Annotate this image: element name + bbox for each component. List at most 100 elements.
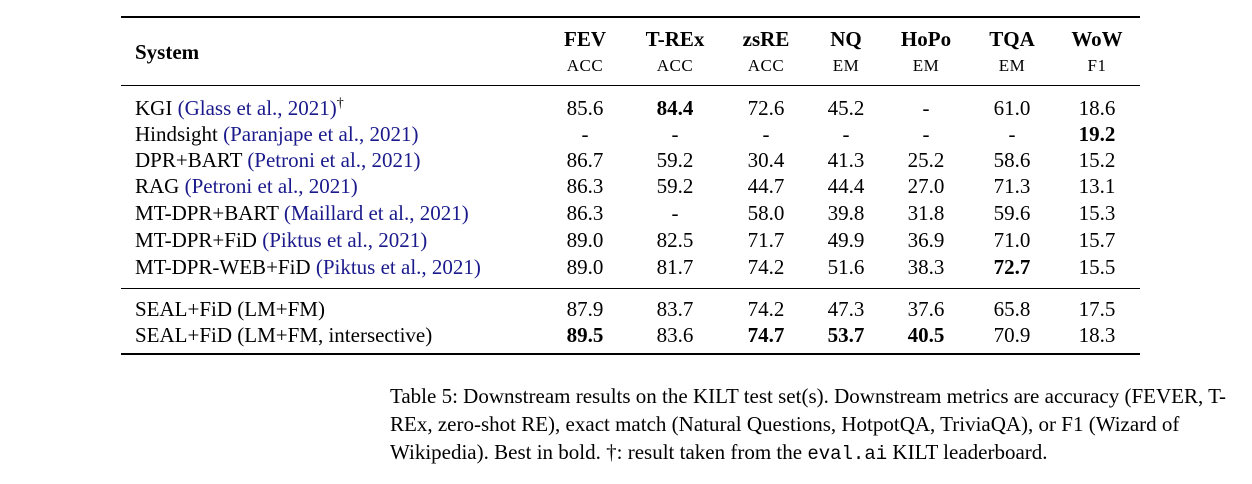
table-cell: 19.2: [1078, 122, 1116, 146]
table-cell: 83.7: [656, 297, 694, 321]
system-label: KGI: [135, 96, 173, 120]
citation-link[interactable]: (Maillard et al., 2021): [283, 201, 469, 225]
table-cell: 81.7: [656, 255, 694, 279]
table-cell: 87.9: [566, 297, 604, 321]
table-cell: 65.8: [993, 297, 1031, 321]
table-cell: 86.3: [566, 174, 604, 198]
table-cell: -: [1008, 122, 1016, 146]
table-cell: 89.5: [566, 323, 604, 347]
citation-link[interactable]: (Piktus et al., 2021): [262, 228, 428, 252]
table-cell: 86.3: [566, 201, 604, 225]
table-cell: 45.2: [827, 96, 865, 120]
column-metric: EM: [832, 56, 860, 75]
table-cell: 41.3: [827, 148, 865, 172]
table-cell: 85.6: [566, 96, 604, 120]
table-cell: 53.7: [827, 323, 865, 347]
system-name: SEAL+FiD (LM+FM, intersective): [135, 323, 432, 347]
table-cell: 74.7: [747, 323, 785, 347]
system-label: MT-DPR+BART: [135, 201, 279, 225]
system-name: RAG (Petroni et al., 2021): [135, 174, 358, 198]
table-cell: -: [671, 122, 679, 146]
system-name: Hindsight (Paranjape et al., 2021): [135, 122, 418, 146]
table-cell: 38.3: [907, 255, 945, 279]
table-cell: 82.5: [656, 228, 694, 252]
table-cell: 39.8: [827, 201, 865, 225]
table-cell: -: [671, 201, 679, 225]
table-cell: 40.5: [907, 323, 945, 347]
table-cell: 25.2: [907, 148, 945, 172]
citation-link[interactable]: (Glass et al., 2021): [177, 96, 337, 120]
system-name: DPR+BART (Petroni et al., 2021): [135, 148, 421, 172]
column-metric: ACC: [656, 56, 694, 75]
citation-link[interactable]: (Petroni et al., 2021): [184, 174, 358, 198]
column-header: WoW: [1071, 27, 1123, 51]
column-metric: EM: [912, 56, 940, 75]
table-cell: 59.2: [656, 148, 694, 172]
system-label: DPR+BART: [135, 148, 243, 172]
table-cell: 51.6: [827, 255, 865, 279]
table-cell: 44.7: [747, 174, 785, 198]
column-metric: F1: [1087, 56, 1107, 75]
table-cell: 74.2: [747, 297, 785, 321]
table-cell: 18.6: [1078, 96, 1116, 120]
table-cell: 59.6: [993, 201, 1031, 225]
table-cell: 15.2: [1078, 148, 1116, 172]
column-header: zsRE: [742, 27, 790, 51]
table-cell: 17.5: [1078, 297, 1116, 321]
caption-text-end: KILT leaderboard.: [887, 440, 1048, 464]
citation-link[interactable]: (Piktus et al., 2021): [315, 255, 481, 279]
column-header: T-REx: [645, 27, 705, 51]
table-cell: 31.8: [907, 201, 945, 225]
group-rule: [121, 288, 1140, 289]
table-cell: 70.9: [993, 323, 1031, 347]
system-name: MT-DPR-WEB+FiD (Piktus et al., 2021): [135, 255, 481, 279]
column-metric: ACC: [566, 56, 604, 75]
table-cell: 89.0: [566, 228, 604, 252]
table-cell: 72.6: [747, 96, 785, 120]
table-cell: 15.5: [1078, 255, 1116, 279]
table-cell: 13.1: [1078, 174, 1116, 198]
system-label: MT-DPR+FiD: [135, 228, 257, 252]
table-cell: 15.3: [1078, 201, 1116, 225]
column-metric: EM: [998, 56, 1026, 75]
table-cell: 89.0: [566, 255, 604, 279]
system-name: SEAL+FiD (LM+FM): [135, 297, 325, 321]
table-cell: 58.6: [993, 148, 1031, 172]
table-cell: 71.0: [993, 228, 1031, 252]
table-cell: -: [922, 122, 930, 146]
citation-link[interactable]: (Paranjape et al., 2021): [223, 122, 419, 146]
table-cell: 58.0: [747, 201, 785, 225]
column-metric: ACC: [747, 56, 785, 75]
table-cell: 15.7: [1078, 228, 1116, 252]
system-label: SEAL+FiD (LM+FM, intersective): [135, 323, 433, 347]
table-cell: -: [922, 96, 930, 120]
caption-text: Table 5: Downstream results on the KILT …: [390, 384, 1226, 464]
table-cell: 72.7: [993, 255, 1031, 279]
table-cell: 49.9: [827, 228, 865, 252]
system-name: MT-DPR+BART (Maillard et al., 2021): [135, 201, 469, 225]
table-cell: 71.7: [747, 228, 785, 252]
table-cell: 18.3: [1078, 323, 1116, 347]
table-cell: 47.3: [827, 297, 865, 321]
table-cell: -: [762, 122, 770, 146]
table-cell: 86.7: [566, 148, 604, 172]
system-name: KGI (Glass et al., 2021)†: [135, 96, 344, 120]
system-name: MT-DPR+FiD (Piktus et al., 2021): [135, 228, 427, 252]
table-caption: Table 5: Downstream results on the KILT …: [390, 382, 1240, 468]
table-cell: 37.6: [907, 297, 945, 321]
table-cell: 83.6: [656, 323, 694, 347]
column-header: NQ: [830, 27, 862, 51]
table-cell: -: [581, 122, 589, 146]
table-cell: 44.4: [827, 174, 865, 198]
system-label: Hindsight: [135, 122, 218, 146]
citation-link[interactable]: (Petroni et al., 2021): [247, 148, 421, 172]
table-cell: 59.2: [656, 174, 694, 198]
table-cell: 30.4: [747, 148, 785, 172]
system-label: RAG: [135, 174, 180, 198]
header-rule: [121, 85, 1140, 86]
table-cell: -: [842, 122, 850, 146]
column-header: HoPo: [900, 27, 952, 51]
system-label: SEAL+FiD (LM+FM): [135, 297, 325, 321]
table-cell: 36.9: [907, 228, 945, 252]
caption-code: eval.ai: [807, 443, 888, 465]
